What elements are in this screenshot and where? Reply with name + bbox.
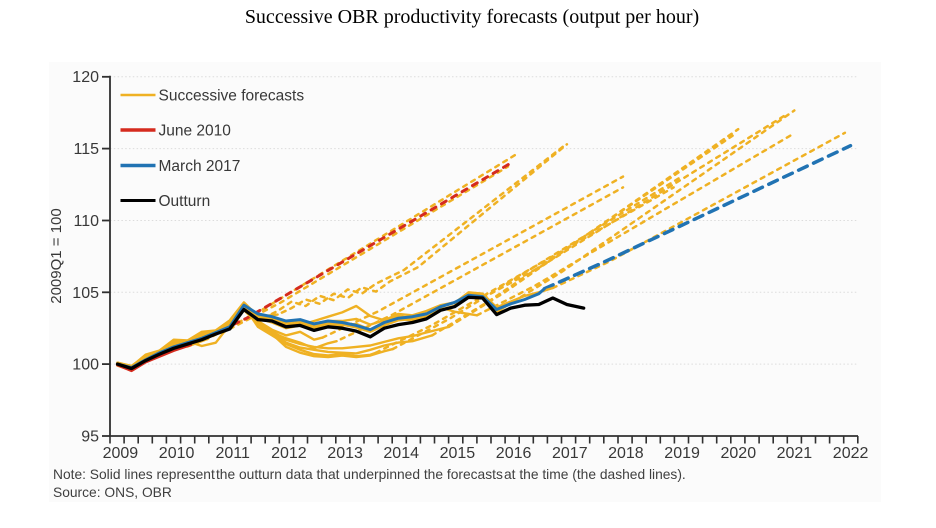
- svg-text:2013: 2013: [327, 445, 363, 462]
- svg-text:2020: 2020: [721, 445, 757, 462]
- svg-text:2010: 2010: [159, 445, 195, 462]
- svg-text:2015: 2015: [440, 445, 476, 462]
- svg-text:110: 110: [73, 213, 99, 230]
- svg-text:95: 95: [81, 429, 99, 446]
- svg-text:100: 100: [72, 357, 99, 374]
- svg-text:2014: 2014: [383, 445, 419, 462]
- svg-text:105: 105: [72, 285, 99, 302]
- svg-text:120: 120: [72, 69, 99, 86]
- svg-text:Outturn: Outturn: [159, 193, 211, 210]
- svg-text:2019: 2019: [664, 445, 700, 462]
- svg-text:2009: 2009: [103, 445, 139, 462]
- svg-text:2021: 2021: [777, 445, 813, 462]
- svg-text:Successive forecasts: Successive forecasts: [159, 88, 305, 105]
- svg-text:2009Q1 = 100: 2009Q1 = 100: [48, 208, 65, 304]
- svg-text:2017: 2017: [552, 445, 588, 462]
- svg-text:2022: 2022: [833, 445, 869, 462]
- svg-text:115: 115: [73, 141, 99, 158]
- svg-text:2018: 2018: [608, 445, 644, 462]
- svg-text:2011: 2011: [215, 445, 250, 462]
- svg-text:2016: 2016: [496, 445, 532, 462]
- svg-text:2012: 2012: [271, 445, 307, 462]
- svg-text:June 2010: June 2010: [159, 123, 232, 140]
- svg-text:March 2017: March 2017: [159, 158, 241, 175]
